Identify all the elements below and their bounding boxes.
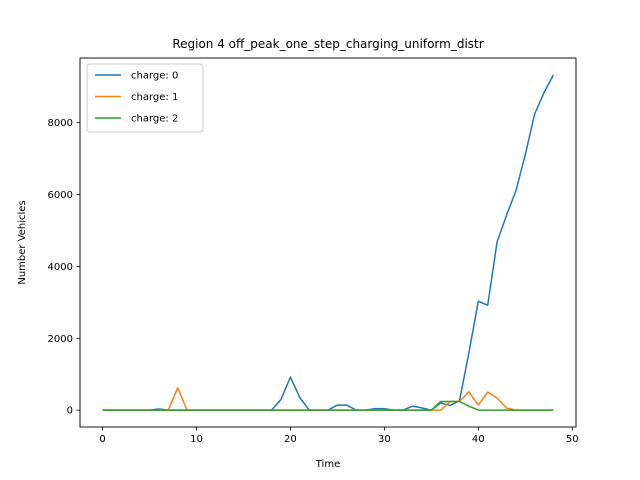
legend: charge: 0 charge: 1 charge: 2 xyxy=(86,63,204,133)
x-tick-label-0: 0 xyxy=(99,434,105,445)
legend-label-0: charge: 0 xyxy=(131,71,178,82)
x-tick-label-4: 40 xyxy=(472,434,485,445)
y-tick-label-0: 0 xyxy=(67,406,73,417)
y-tick-label-3: 6000 xyxy=(48,190,73,201)
legend-label-2: charge: 2 xyxy=(131,114,178,125)
series-line-1 xyxy=(102,387,554,411)
x-axis-label: Time xyxy=(315,459,340,470)
y-axis: 0 2000 4000 6000 8000 xyxy=(48,118,80,417)
y-tick-label-2: 4000 xyxy=(48,262,73,273)
x-axis: 0 10 20 30 40 50 xyxy=(99,427,579,445)
y-tick-label-1: 2000 xyxy=(48,334,73,345)
legend-label-1: charge: 1 xyxy=(131,92,178,103)
series-line-2 xyxy=(102,400,554,411)
plot-lines xyxy=(102,74,555,411)
x-tick-label-3: 30 xyxy=(378,434,391,445)
chart-title: Region 4 off_peak_one_step_charging_unif… xyxy=(172,37,483,51)
x-tick-label-2: 20 xyxy=(284,434,297,445)
x-tick-label-1: 10 xyxy=(190,434,203,445)
legend-box xyxy=(86,63,204,133)
plot-frame xyxy=(79,57,577,428)
y-axis-label: Number Vehicles xyxy=(17,200,28,284)
x-tick-label-5: 50 xyxy=(566,434,579,445)
y-tick-label-4: 8000 xyxy=(48,118,73,129)
